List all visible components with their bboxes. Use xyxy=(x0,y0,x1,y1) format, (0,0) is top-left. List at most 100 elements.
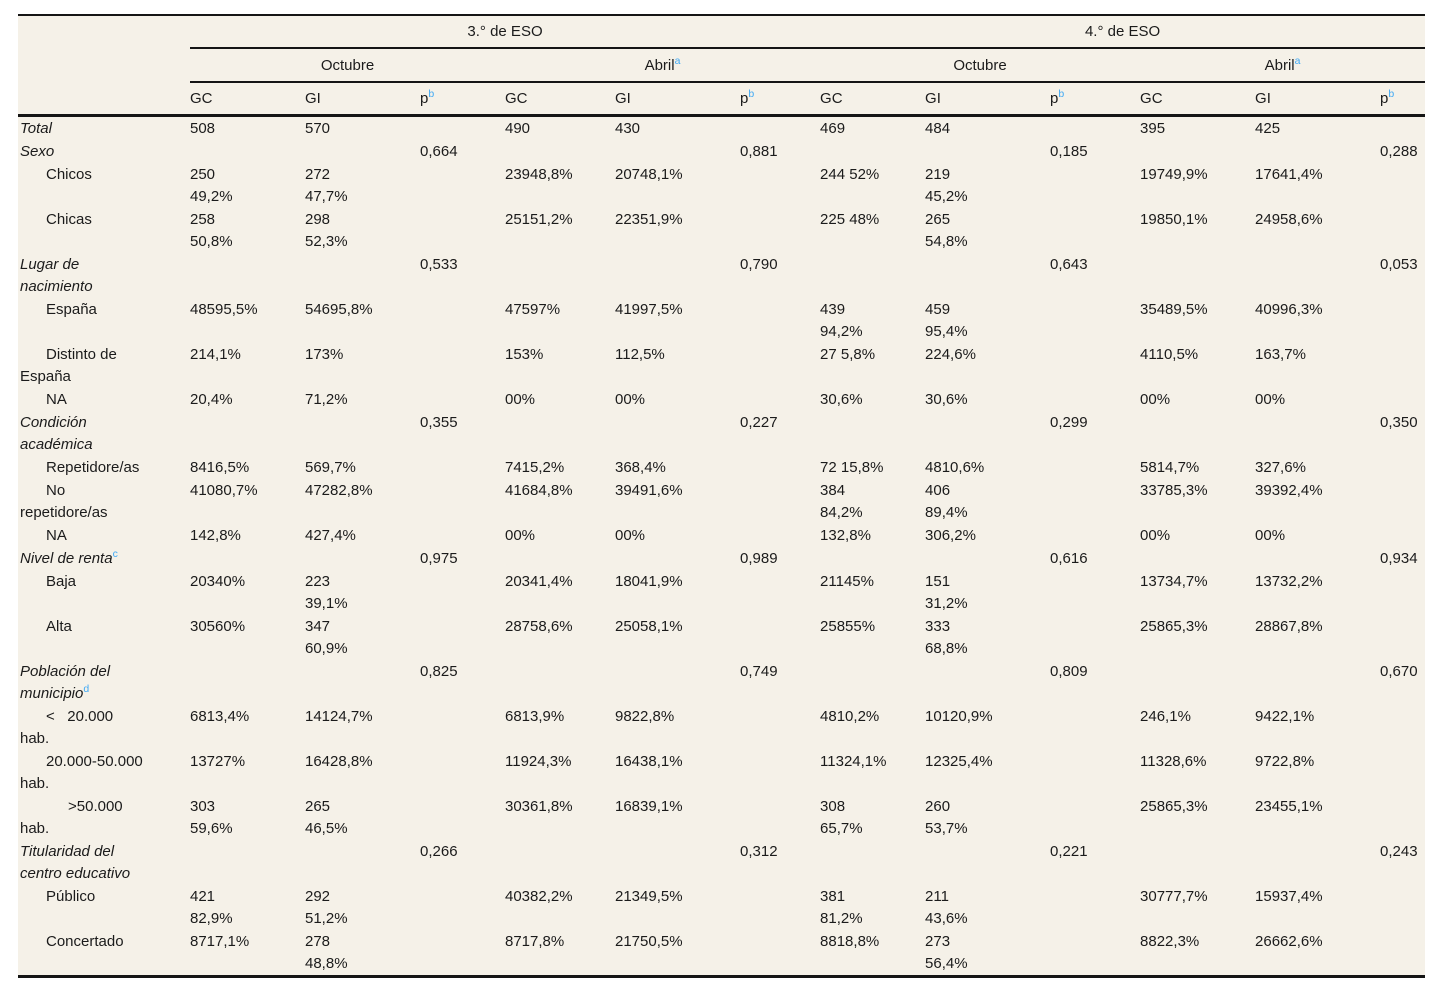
row-label-text: Público xyxy=(46,887,96,905)
group-header-4eso: 4.° de ESO xyxy=(820,15,1426,49)
row-label-text: Baja xyxy=(46,572,77,590)
row-label: Condición académica xyxy=(18,411,190,456)
cell-gc: 00% xyxy=(1140,390,1171,408)
cell-gi: 459 95,4% xyxy=(925,300,968,340)
cell-gi xyxy=(305,140,420,163)
cell-p: 0,809 xyxy=(1050,662,1088,680)
cell-gc: 20,4% xyxy=(190,390,233,408)
cell-gi: 21750,5% xyxy=(615,932,683,950)
cell-gi xyxy=(925,547,1050,570)
cell-gi xyxy=(1255,253,1380,298)
cell-p: 0,185 xyxy=(1050,142,1088,160)
cell-gi: 15937,4% xyxy=(1255,887,1323,905)
row-label-text: NA xyxy=(46,390,67,408)
cell-gc: 41684,8% xyxy=(505,481,573,499)
cell-gi: 569,7% xyxy=(305,458,356,476)
cell-gc: 4110,5% xyxy=(1140,345,1199,363)
column-header-label: GI xyxy=(305,89,321,107)
cell-gc: 41080,7% xyxy=(190,481,258,499)
cell-gi: 4810,6% xyxy=(925,458,985,476)
footnote-marker[interactable]: b xyxy=(748,87,755,100)
cell-gi: 54695,8% xyxy=(305,300,373,318)
row-label: Chicas xyxy=(18,208,190,253)
row-label-text: >50.000 hab. xyxy=(20,797,123,837)
cell-gc: 40382,2% xyxy=(505,887,573,905)
cell-gc: 308 65,7% xyxy=(820,797,863,837)
column-header-label: GI xyxy=(1255,89,1271,107)
column-header-label: GC xyxy=(820,89,843,107)
table-row: Concertado 8717,1% 278 48,8% 8717,8% 21750,5… xyxy=(18,930,1425,977)
footnote-marker[interactable]: b xyxy=(1388,87,1395,100)
cell-p xyxy=(420,930,505,977)
cell-gc: 153% xyxy=(505,345,544,363)
row-label-text: Chicas xyxy=(46,210,92,228)
cell-gc xyxy=(505,140,615,163)
cell-gc: 250 49,2% xyxy=(190,165,233,205)
cell-gi: 298 52,3% xyxy=(305,210,348,250)
row-label-text: Concertado xyxy=(46,932,124,950)
cell-gi: 278 48,8% xyxy=(305,932,348,972)
cell-gc: 25151,2% xyxy=(505,210,573,228)
row-label-text: NA xyxy=(46,526,67,544)
cell-p xyxy=(420,388,505,411)
cell-p xyxy=(740,163,820,208)
cell-gi xyxy=(925,840,1050,885)
footnote-marker[interactable]: c xyxy=(112,547,118,560)
cell-p xyxy=(1050,885,1140,930)
footnote-marker[interactable]: b xyxy=(428,87,435,100)
cell-gc: 00% xyxy=(505,390,536,408)
cell-gi: 23455,1% xyxy=(1255,797,1323,815)
table-row: Condición académica 0,355 0,227 0,299 0,350 xyxy=(18,411,1425,456)
period-header-abril: Abrila xyxy=(1140,48,1426,83)
cell-gc: 72 15,8% xyxy=(820,458,884,476)
cell-gi xyxy=(615,411,740,456)
cell-gi: 18041,9% xyxy=(615,572,683,590)
cell-gc: 214,1% xyxy=(190,345,241,363)
footnote-marker[interactable]: a xyxy=(1294,54,1301,67)
cell-p: 0,975 xyxy=(420,549,458,567)
column-header-gi: GI xyxy=(1255,82,1381,117)
cell-gi: 9822,8% xyxy=(615,707,675,725)
cell-p: 0,312 xyxy=(740,842,778,860)
cell-p xyxy=(1050,388,1140,411)
row-label: < 20.000 hab. xyxy=(18,705,190,750)
cell-gc xyxy=(190,140,305,163)
cell-gc xyxy=(1140,660,1255,705)
cell-gc: 381 81,2% xyxy=(820,887,863,927)
column-header-label: GC xyxy=(190,89,213,107)
row-label: España xyxy=(18,298,190,343)
column-header-label: GI xyxy=(615,89,631,107)
row-label-text: Nivel de renta xyxy=(20,549,113,567)
cell-p xyxy=(740,388,820,411)
table-row: Sexo 0,664 0,881 0,185 0,288 xyxy=(18,140,1425,163)
table-row: NA 142,8% 427,4% 00% 00% 132,8% 306,2% 00% 00% xyxy=(18,524,1425,547)
footnote-marker[interactable]: a xyxy=(674,54,681,67)
cell-p xyxy=(1050,570,1140,615)
cell-gc xyxy=(190,547,305,570)
footnote-marker[interactable]: b xyxy=(1058,87,1065,100)
column-header-p: pb xyxy=(1050,82,1141,117)
cell-gi: 10120,9% xyxy=(925,707,993,725)
cell-p xyxy=(1380,388,1425,411)
cell-p: 0,989 xyxy=(740,549,778,567)
cell-p xyxy=(1050,115,1140,140)
cell-gc: 4810,2% xyxy=(820,707,880,725)
cell-gi: 9722,8% xyxy=(1255,752,1315,770)
cell-p xyxy=(420,115,505,140)
cell-gi: 39491,6% xyxy=(615,481,683,499)
cell-gi: 112,5% xyxy=(615,345,665,363)
row-label: Público xyxy=(18,885,190,930)
cell-p xyxy=(1380,795,1425,840)
cell-gi xyxy=(615,660,740,705)
cell-gc xyxy=(1140,253,1255,298)
cell-p xyxy=(740,930,820,977)
cell-p xyxy=(1050,163,1140,208)
cell-gi: 347 60,9% xyxy=(305,617,348,657)
cell-gi: 406 89,4% xyxy=(925,481,968,521)
cell-gi xyxy=(305,253,420,298)
cell-gc: 30,6% xyxy=(820,390,863,408)
footnote-marker[interactable]: d xyxy=(83,682,90,695)
cell-p xyxy=(1380,208,1425,253)
cell-p: 0,664 xyxy=(420,142,458,160)
